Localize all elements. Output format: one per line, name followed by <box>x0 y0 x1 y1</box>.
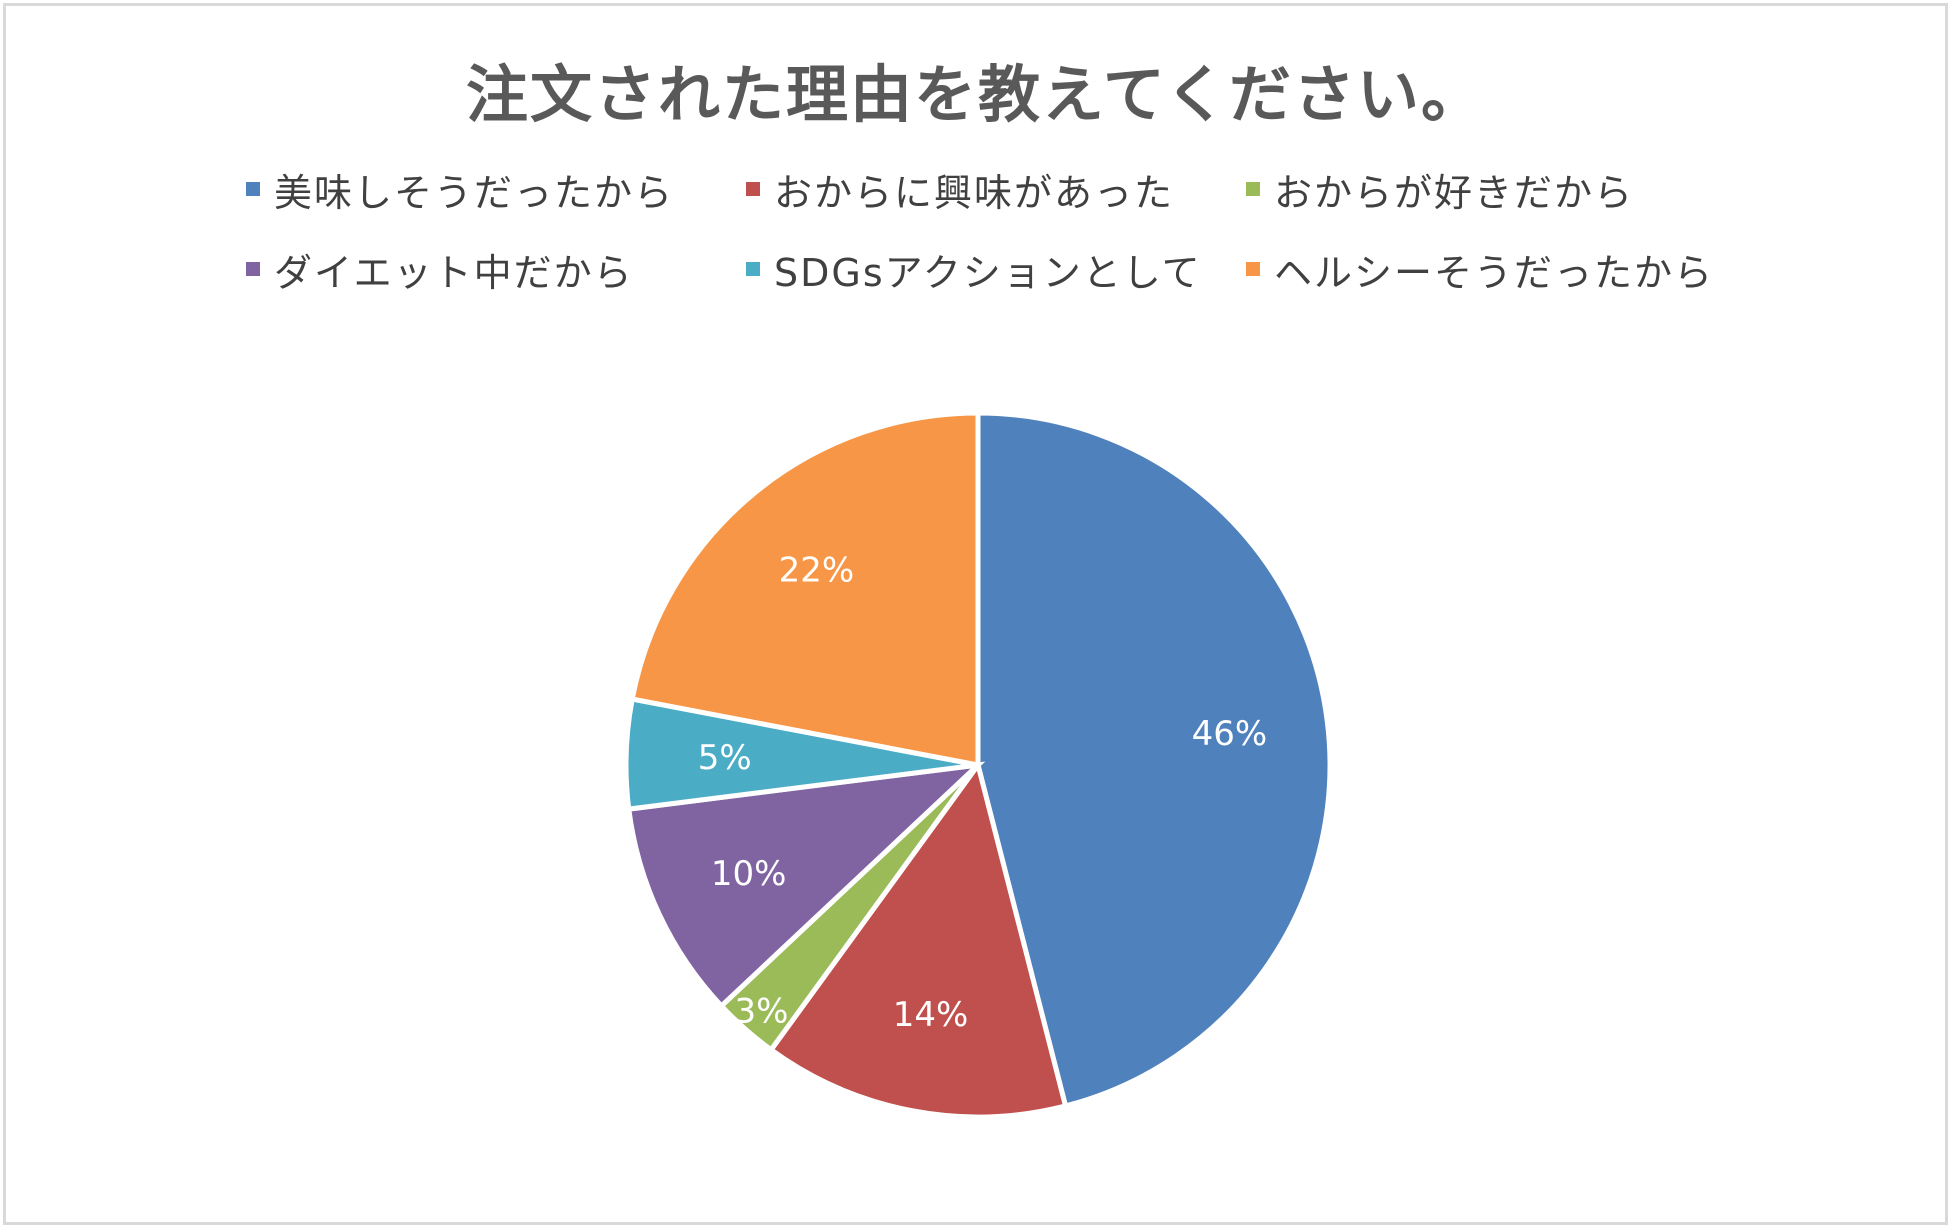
legend-item-6: ヘルシーそうだったから <box>1246 246 1786 295</box>
legend-label-1: 美味しそうだったから <box>274 170 675 215</box>
data-label-4: 10% <box>711 854 787 894</box>
legend-swatch-6 <box>1246 262 1260 276</box>
data-label-6: 22% <box>779 551 855 591</box>
legend-swatch-2 <box>746 182 760 196</box>
legend-swatch-1 <box>246 182 260 196</box>
legend-swatch-4 <box>246 262 260 276</box>
data-label-3: 3% <box>735 992 789 1032</box>
legend-item-3: おからが好きだから <box>1246 166 1786 215</box>
legend-label-4: ダイエット中だから <box>274 250 634 295</box>
legend-swatch-5 <box>746 262 760 276</box>
data-label-1: 46% <box>1192 714 1268 754</box>
pie-slice-4 <box>625 761 986 1010</box>
legend-label-6: ヘルシーそうだったから <box>1274 250 1715 295</box>
pie-slice-2 <box>767 759 1069 1120</box>
legend-label-2: おからに興味があった <box>774 170 1175 215</box>
pie-slice-6 <box>629 410 981 769</box>
legend-swatch-3 <box>1246 182 1260 196</box>
legend-item-2: おからに興味があった <box>746 166 1246 215</box>
pie-slice-1 <box>975 410 1333 1109</box>
legend-item-1: 美味しそうだったから <box>246 166 746 215</box>
legend-label-3: おからが好きだから <box>1274 170 1635 215</box>
legend-item-5: SDGsアクションとして <box>746 246 1246 295</box>
chart-title: 注文された理由を教えてください。 <box>465 58 1486 131</box>
legend-label-5: SDGsアクションとして <box>774 250 1202 295</box>
data-label-5: 5% <box>698 738 752 778</box>
legend: 美味しそうだったから おからに興味があった おからが好きだから ダイエット中だか… <box>246 166 1786 295</box>
data-label-2: 14% <box>893 995 969 1035</box>
legend-item-4: ダイエット中だから <box>246 246 746 295</box>
